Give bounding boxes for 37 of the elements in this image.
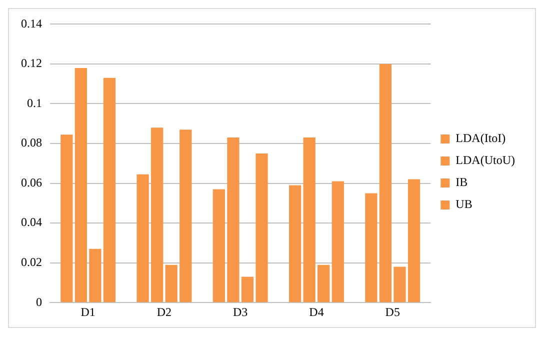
bar: [365, 193, 378, 302]
y-tick-label: 0.02: [21, 254, 42, 269]
x-tick-label: D3: [233, 304, 248, 319]
bar: [180, 130, 192, 302]
bar: [379, 64, 392, 302]
y-tick-label: 0.14: [21, 16, 42, 30]
bar: [89, 248, 102, 302]
bar: [136, 174, 149, 302]
legend-label: UB: [456, 197, 472, 212]
x-tick-label: D5: [385, 304, 400, 319]
y-tick-label: 0.12: [21, 56, 42, 70]
y-tick-label: 0.06: [21, 175, 42, 190]
x-tick-label: D2: [156, 304, 172, 319]
bar: [227, 138, 240, 302]
y-tick-label: 0.08: [21, 136, 42, 150]
x-tick-label: D4: [309, 304, 324, 319]
y-tick-label: 0.04: [21, 215, 42, 230]
bar: [165, 264, 178, 302]
bar: [394, 266, 406, 302]
y-tick-label: 0.1: [27, 96, 42, 110]
bar: [288, 185, 302, 302]
bar: [212, 189, 225, 302]
bar: [256, 153, 268, 302]
y-tick-label: 0: [36, 294, 42, 309]
bar: [303, 138, 316, 302]
bar: [408, 179, 420, 302]
legend-label: LDA(ItoI): [456, 131, 506, 146]
bar: [103, 78, 116, 302]
bar: [74, 68, 87, 302]
bar: [151, 128, 164, 302]
bar: [60, 134, 73, 302]
legend-label: IB: [456, 175, 468, 190]
bar: [332, 181, 344, 302]
bar: [241, 276, 254, 302]
bar: [318, 264, 330, 302]
x-tick-label: D1: [80, 304, 96, 319]
legend-label: LDA(UtoU): [456, 153, 516, 168]
